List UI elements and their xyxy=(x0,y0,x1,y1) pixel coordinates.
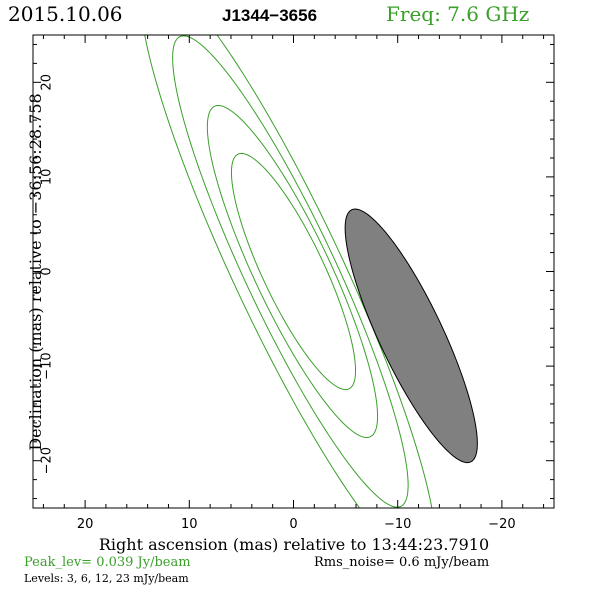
peak-level-text: Peak_lev= 0.039 Jy/beam xyxy=(24,555,191,570)
axes: 20 10 0 −10 −20 20 10 0 −10 −20 xyxy=(33,35,554,532)
source-name: J1344−3656 xyxy=(222,6,317,25)
observation-date: 2015.10.06 xyxy=(8,2,123,26)
contour-levels-text: Levels: 3, 6, 12, 23 mJy/beam xyxy=(24,572,189,585)
x-tick-label: −10 xyxy=(384,517,411,532)
frequency-label: Freq: 7.6 GHz xyxy=(386,2,529,26)
y-axis-label: Declination (mas) relative to −36:56:28.… xyxy=(26,93,45,450)
contour-3-mjy xyxy=(144,35,433,508)
y-tick-label: 20 xyxy=(40,74,55,91)
contour-23-mjy xyxy=(230,152,357,391)
y-tick-label: −10 xyxy=(40,352,55,379)
contour-12-mjy xyxy=(206,104,379,439)
beam-ellipse xyxy=(344,208,478,464)
y-tick-label: 10 xyxy=(40,169,55,186)
y-tick-label: 0 xyxy=(40,267,55,275)
x-axis-label: Right ascension (mas) relative to 13:44:… xyxy=(99,535,489,554)
contour-6-mjy xyxy=(172,35,409,508)
rms-noise-text: Rms_noise= 0.6 mJy/beam xyxy=(314,555,489,570)
map-layer xyxy=(144,35,478,508)
x-tick-label: 20 xyxy=(77,517,94,532)
x-tick-label: −20 xyxy=(488,517,515,532)
y-tick-label: −20 xyxy=(40,447,55,474)
x-tick-label: 0 xyxy=(289,517,297,532)
x-tick-label: 10 xyxy=(181,517,198,532)
